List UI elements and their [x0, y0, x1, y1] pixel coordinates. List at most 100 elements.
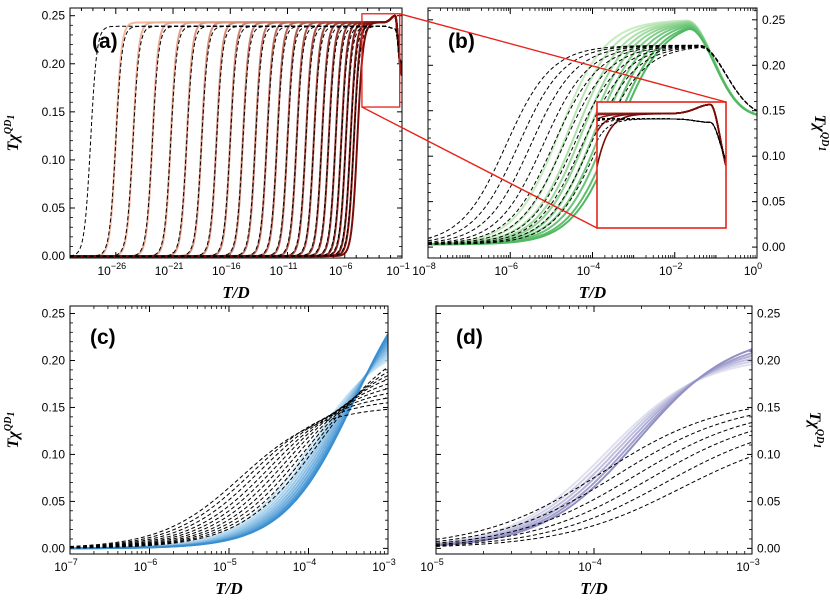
x-tick-label: 10−2	[659, 261, 683, 278]
series-c-solid	[70, 348, 388, 550]
series-b-dashed	[428, 47, 757, 245]
y-tick-label: 0.00	[762, 240, 786, 254]
series-c-dashed	[70, 402, 388, 548]
zoom-connector-bottom	[361, 106, 598, 229]
x-tick-label: 10−11	[270, 261, 298, 278]
inset-background	[597, 102, 726, 228]
panel-d-label: (d)	[456, 326, 483, 349]
series-d-dashed	[436, 414, 752, 543]
panel-a-axes: 0.00 0.05 0.10 0.15 0.20 0.25 10−26 10−21 10−16 1…	[3, 8, 410, 302]
y-tick-label: 0.20	[762, 58, 786, 72]
series-d-dashed	[436, 441, 752, 547]
panel-b-curves	[428, 19, 757, 246]
y-tick-label: 0.25	[757, 307, 781, 321]
x-tick-label: 10−1	[386, 261, 410, 278]
panel-d-frame	[435, 305, 753, 555]
y-tick-label: 0.00	[42, 541, 66, 555]
series-d-solid	[436, 354, 752, 546]
panel-c-curves	[70, 333, 388, 550]
x-tick-label: 100	[744, 261, 762, 278]
series-c-solid	[70, 342, 388, 550]
panel-d-axes: 0.00 0.05 0.10 0.15 0.20 0.25 10−5 10−4 10−3 T/D T…	[420, 306, 825, 598]
series-c-solid	[70, 333, 388, 550]
series-c-dashed	[70, 375, 388, 549]
x-tick-label: 10−4	[578, 557, 602, 574]
panel-c-label: (c)	[90, 326, 116, 349]
y-axis-label: TχQD1	[811, 115, 830, 152]
series-c-solid	[70, 337, 388, 550]
zoom-box	[361, 13, 401, 108]
series-a-dashed	[70, 25, 402, 257]
panel-c-axes: 0.00 0.05 0.10 0.15 0.20 0.25 10−7 10−6 10−5 10−4…	[3, 306, 396, 598]
y-tick-label: 0.00	[757, 541, 781, 555]
x-tick-label: 10−6	[134, 557, 158, 574]
series-c-dashed	[70, 388, 388, 548]
y-tick-label: 0.15	[762, 104, 786, 118]
x-tick-label: 10−4	[577, 261, 601, 278]
y-axis-label: TχQD1	[806, 412, 825, 449]
y-axis-label: TχQD1	[3, 115, 22, 152]
x-tick-label: 10−4	[293, 557, 317, 574]
zoom-connector-top	[399, 13, 727, 103]
series-c-solid	[70, 340, 388, 550]
panel-b-frame	[427, 7, 758, 259]
series-d-dashed	[436, 421, 752, 544]
panel-a-label: (a)	[92, 30, 118, 53]
inset	[596, 101, 727, 229]
series-c-solid	[70, 351, 388, 550]
series-b-dashed	[428, 46, 757, 245]
x-axis-label: T/D	[580, 579, 607, 598]
y-tick-label: 0.10	[757, 447, 781, 461]
x-tick-label: 10−3	[372, 557, 396, 574]
series-c-solid	[70, 345, 388, 550]
series-d-dashed	[436, 430, 752, 545]
x-tick-label: 10−21	[155, 261, 184, 278]
panel-c-frame	[69, 305, 389, 555]
y-tick-label: 0.05	[762, 195, 786, 209]
series-d-dashed	[436, 455, 752, 547]
panel-d-curves	[436, 348, 752, 547]
inset-curves	[597, 103, 726, 167]
x-axis-label: T/D	[579, 283, 606, 302]
series-b-solid	[428, 28, 757, 246]
y-tick-label: 0.10	[42, 447, 66, 461]
y-tick-label: 0.15	[42, 105, 66, 119]
series-d-dashed	[436, 407, 752, 540]
y-tick-label: 0.20	[757, 353, 781, 367]
y-tick-label: 0.20	[42, 353, 66, 367]
series-d-solid	[436, 348, 752, 547]
inset-series-solid	[597, 103, 726, 167]
y-tick-label: 0.05	[42, 201, 66, 215]
panel-a-frame	[69, 7, 403, 259]
inset-frame	[596, 101, 727, 229]
y-tick-label: 0.15	[42, 400, 66, 414]
inset-series-dashed	[597, 118, 726, 161]
y-tick-label: 0.10	[42, 153, 66, 167]
series-d-solid	[436, 363, 752, 545]
series-d-solid	[436, 360, 752, 545]
x-tick-label: 10−7	[54, 557, 78, 574]
y-tick-label: 0.25	[42, 307, 66, 321]
y-tick-label: 0.15	[757, 400, 781, 414]
y-tick-label: 0.05	[757, 494, 781, 508]
x-tick-label: 10−6	[494, 261, 518, 278]
series-c-dashed	[70, 392, 388, 548]
x-axis-label: T/D	[215, 579, 242, 598]
series-c-dashed	[70, 366, 388, 549]
series-d-solid	[436, 357, 752, 546]
y-tick-label: 0.25	[42, 9, 66, 23]
y-axis-label: TχQD1	[3, 412, 22, 449]
y-tick-label: 0.05	[42, 494, 66, 508]
y-tick-label: 0.25	[762, 13, 786, 27]
x-tick-label: 10−16	[212, 261, 241, 278]
x-tick-label: 10−26	[97, 261, 126, 278]
x-tick-label: 10−8	[412, 261, 436, 278]
x-tick-label: 10−3	[736, 557, 760, 574]
x-axis-label: T/D	[222, 283, 249, 302]
panel-b-label: (b)	[448, 30, 475, 53]
panel-a-curves	[70, 14, 402, 258]
y-tick-label: 0.10	[762, 149, 786, 163]
series-c-dashed	[70, 371, 388, 549]
x-tick-label: 10−6	[329, 261, 353, 278]
